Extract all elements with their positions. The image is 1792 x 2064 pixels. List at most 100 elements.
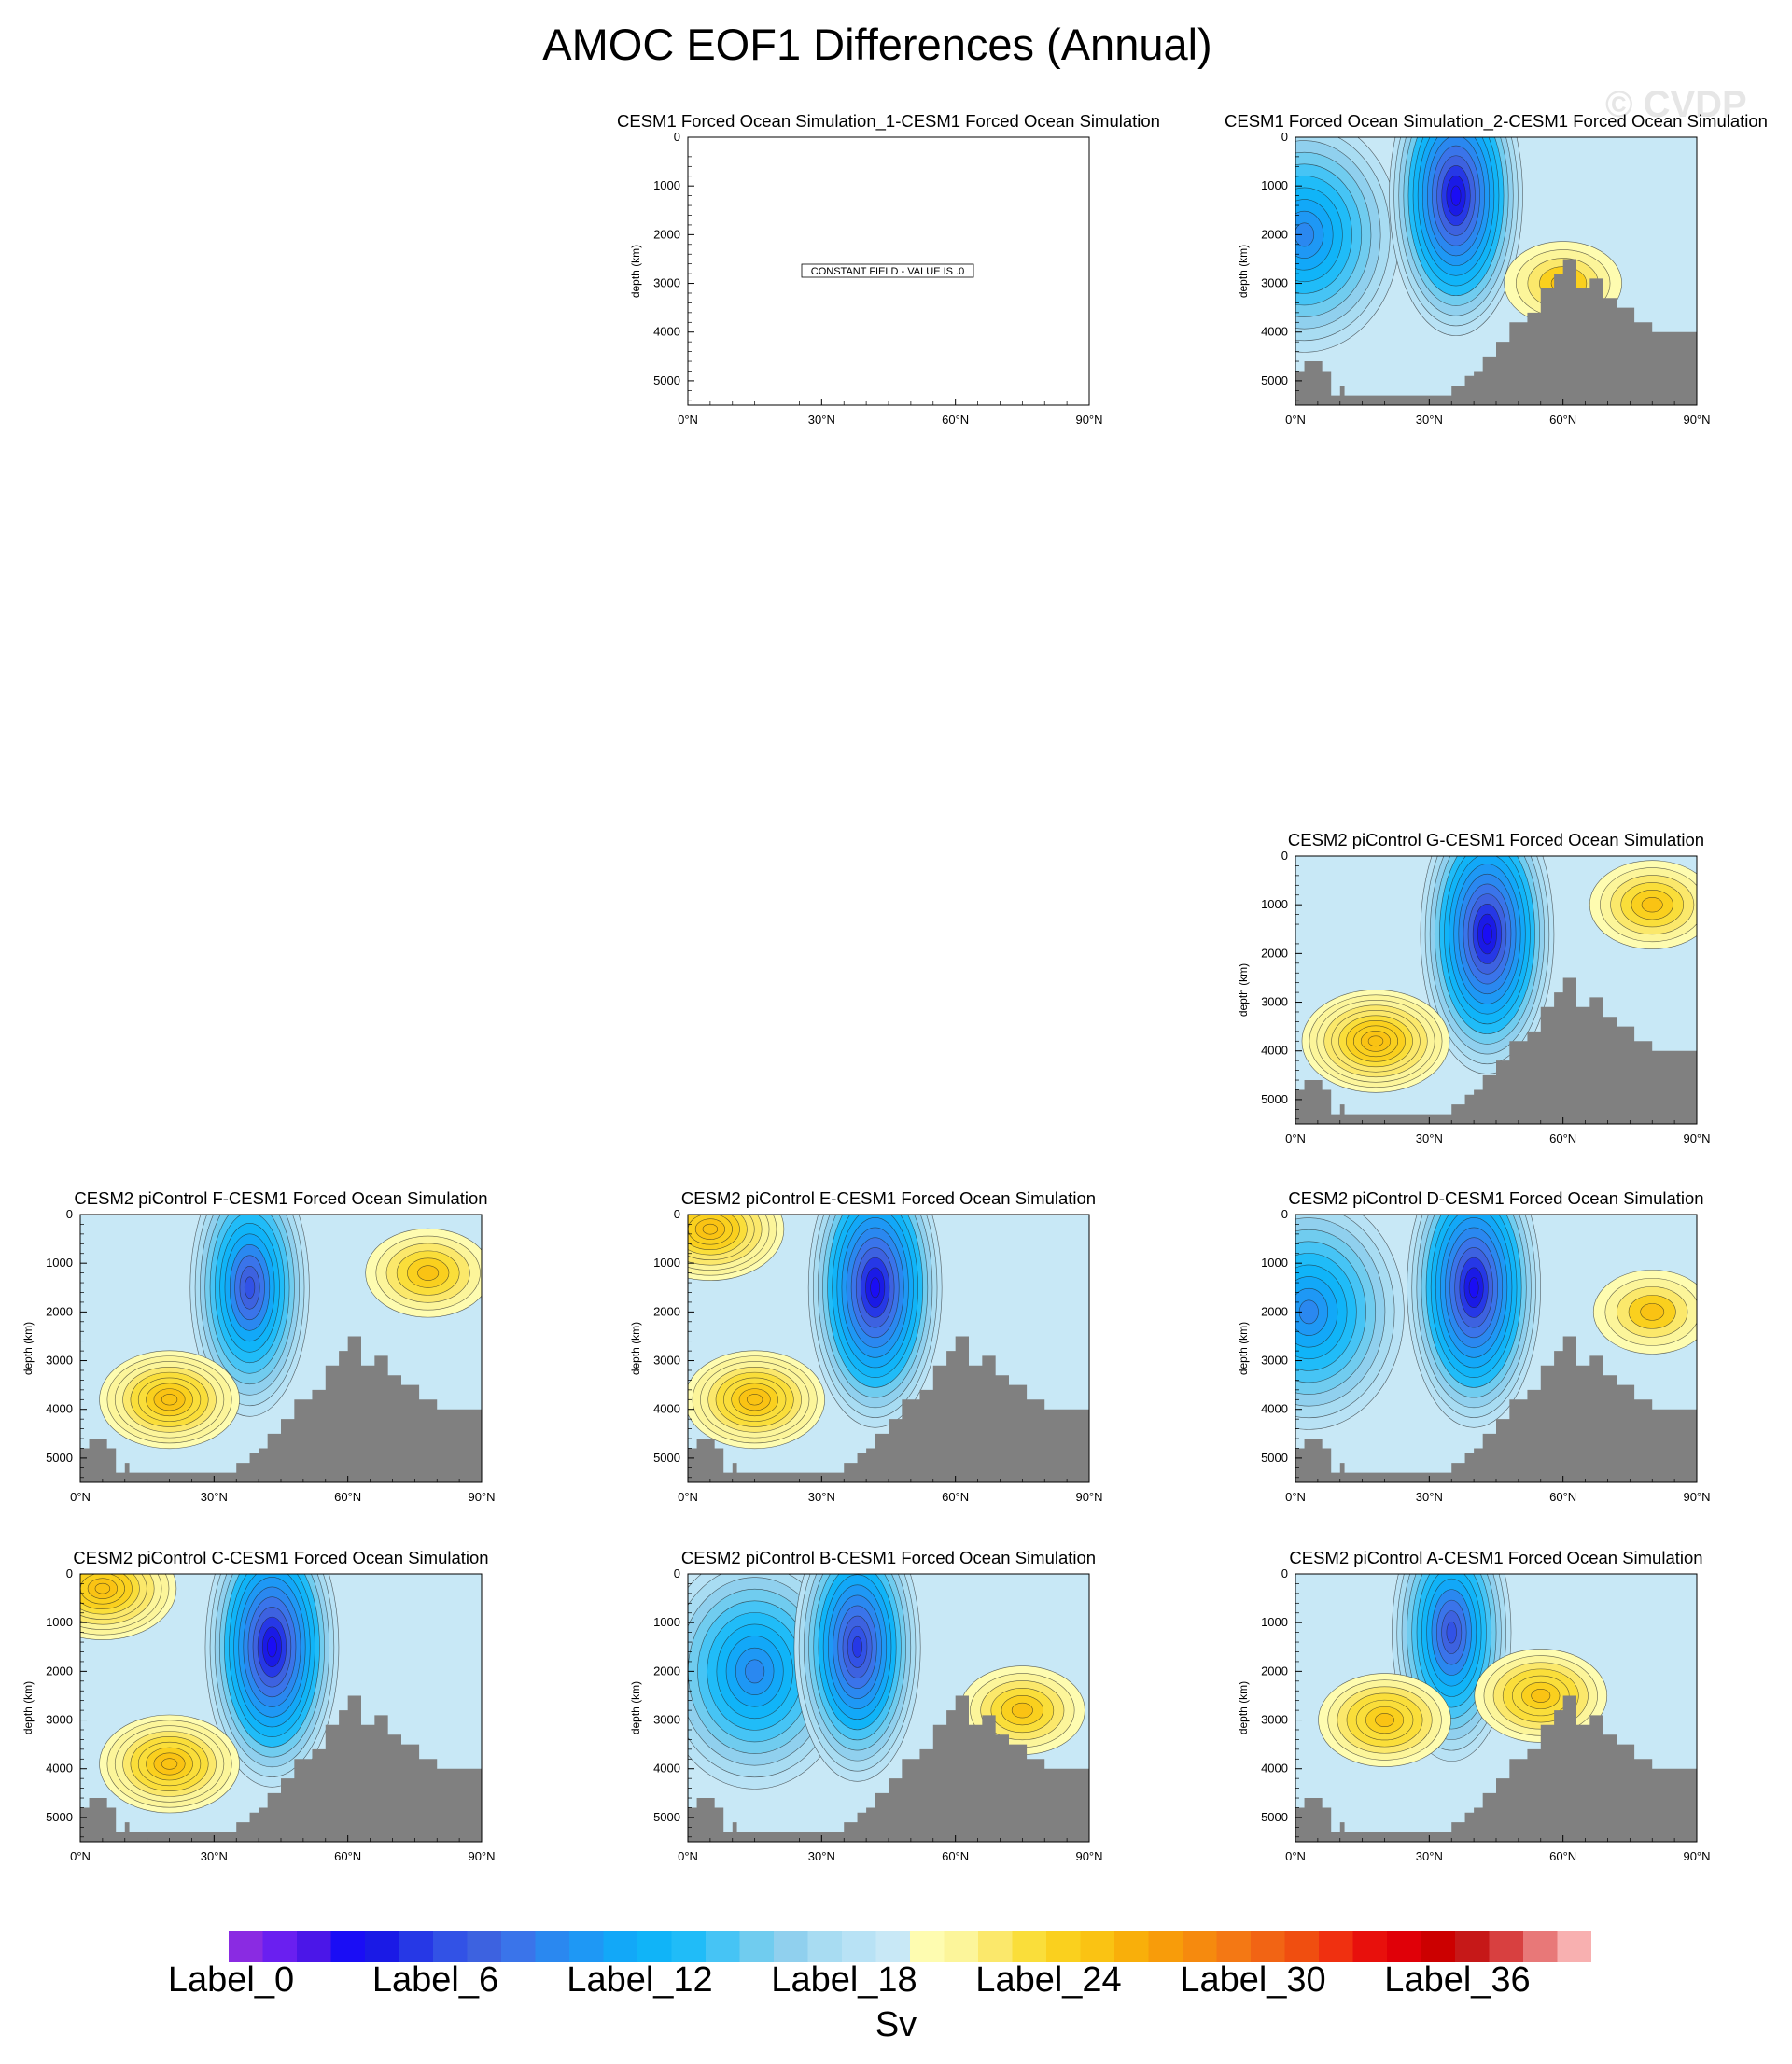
positive-contour [1367,1035,1384,1047]
contour-panel: 0 1000 2000 3000 4000 5000 0°N 30°N 60°N 90°N dept… [21,1207,496,1504]
positive-contour [417,1265,440,1281]
colorbar-swatch [944,1931,979,1962]
colorbar-swatch [842,1931,876,1962]
colorbar-swatch [978,1931,1013,1962]
x-tick-label: 60°N [1549,1849,1576,1863]
contour-panel: 0 1000 2000 3000 4000 5000 0°N 30°N 60°N 90°N dept… [1237,849,1711,1145]
colorbar-swatch [330,1931,366,1962]
y-axis-label: depth (km) [1237,963,1250,1017]
positive-contour [94,1582,111,1594]
colorbar-swatch [1148,1931,1183,1962]
x-tick-label: 0°N [1285,1131,1306,1145]
x-tick-label: 0°N [70,1849,91,1863]
y-tick-label: 1000 [46,1615,73,1629]
x-tick-label: 0°N [678,1490,698,1504]
panel-title: CESM2 piControl A-CESM1 Forced Ocean Sim… [1289,1548,1703,1567]
x-tick-label: 0°N [1285,413,1306,427]
contour-panel: 0 1000 2000 3000 4000 5000 0°N 30°N 60°N 90°N dept… [1237,1566,1711,1863]
negative-contour [267,1636,277,1658]
x-tick-label: 0°N [678,1849,698,1863]
y-tick-label: 2000 [653,227,680,241]
x-tick-label: 30°N [201,1490,228,1504]
x-tick-label: 30°N [1416,1849,1443,1863]
y-tick-label: 1000 [653,1256,680,1270]
y-axis-label: depth (km) [629,1322,642,1375]
colorbar-label: Label_30 [1180,1960,1326,2000]
watermark-text: © CVDP [1605,84,1747,125]
contour-panel: 0 1000 2000 3000 4000 5000 0°N 30°N 60°N 90°N dept… [1237,130,1711,427]
y-tick-label: 2000 [1261,1664,1288,1678]
colorbar-swatch [1012,1931,1047,1962]
contour-panel: 0 1000 2000 3000 4000 5000 0°N 30°N 60°N 90°N dept… [629,1207,1103,1504]
y-tick-label: 4000 [653,1402,680,1416]
y-tick-label: 0 [1281,849,1288,863]
colorbar-swatch [229,1931,263,1962]
colorbar-swatch [1114,1931,1149,1962]
x-tick-label: 30°N [808,1490,835,1504]
y-tick-label: 3000 [653,1713,680,1727]
bathymetry-mask [688,1336,1089,1482]
colorbar-units: Sv [875,2005,917,2044]
colorbar-swatch [671,1931,707,1962]
contour-panel: 0 1000 2000 3000 4000 5000 0°N 30°N 60°N 90°N dept… [629,1566,1103,1863]
colorbar-swatch [399,1931,434,1962]
y-tick-label: 5000 [653,373,680,387]
contour-panel: 0 1000 2000 3000 4000 5000 0°N 30°N 60°N 90°N dept… [1237,1207,1711,1504]
positive-contour [1011,1702,1033,1719]
y-tick-label: 2000 [653,1664,680,1678]
x-tick-label: 90°N [1075,1849,1102,1863]
y-tick-label: 0 [674,1566,680,1580]
y-tick-label: 3000 [653,276,680,290]
y-tick-label: 4000 [653,325,680,339]
panel-title: CESM2 piControl E-CESM1 Forced Ocean Sim… [680,1188,1097,1208]
y-tick-label: 5000 [46,1451,73,1465]
y-tick-label: 4000 [1261,1044,1288,1058]
x-tick-label: 60°N [1549,413,1576,427]
x-tick-label: 60°N [942,1490,969,1504]
y-tick-label: 1000 [1261,1256,1288,1270]
y-tick-label: 3000 [653,1354,680,1368]
colorbar-swatch [706,1931,740,1962]
colorbar-swatch [1251,1931,1285,1962]
y-axis-label: depth (km) [629,245,642,298]
y-tick-label: 5000 [1261,1451,1288,1465]
bathymetry-mask [688,1695,1089,1842]
y-axis-label: depth (km) [1237,245,1250,298]
colorbar-swatch [1352,1931,1388,1962]
contour-panel: 0 1000 2000 3000 4000 5000 0°N 30°N 60°N 90°N dept… [21,1566,496,1863]
x-tick-label: 30°N [1416,1490,1443,1504]
x-tick-label: 30°N [808,1849,835,1863]
colorbar-swatch [1284,1931,1320,1962]
y-tick-label: 0 [66,1566,73,1580]
y-tick-label: 2000 [1261,946,1288,960]
y-axis-label: depth (km) [1237,1322,1250,1375]
x-tick-label: 0°N [70,1490,91,1504]
y-axis-label: depth (km) [21,1322,35,1375]
colorbar-swatch [535,1931,570,1962]
y-tick-label: 5000 [1261,1810,1288,1824]
y-tick-label: 1000 [1261,178,1288,192]
x-tick-label: 90°N [1683,1131,1710,1145]
colorbar-swatch [910,1931,945,1962]
x-tick-label: 0°N [1285,1849,1306,1863]
y-tick-label: 5000 [1261,373,1288,387]
panel-title: CESM2 piControl C-CESM1 Forced Ocean Sim… [73,1548,489,1567]
y-axis-label: depth (km) [21,1681,35,1734]
bathymetry-mask [1295,259,1697,405]
negative-contour [1482,923,1492,945]
y-tick-label: 1000 [1261,897,1288,911]
y-tick-label: 3000 [1261,995,1288,1009]
y-tick-label: 4000 [46,1402,73,1416]
colorbar-swatch [501,1931,536,1962]
y-tick-label: 5000 [46,1810,73,1824]
y-tick-label: 1000 [653,178,680,192]
colorbar-swatch [433,1931,468,1962]
constant-field-text: CONSTANT FIELD - VALUE IS .0 [811,266,964,277]
contour-panel: CONSTANT FIELD - VALUE IS .0 0 1000 2000 300… [629,130,1103,427]
negative-contour [244,1276,256,1299]
positive-contour [1531,1689,1551,1703]
negative-contour [1450,185,1462,206]
colorbar-swatch [1216,1931,1252,1962]
colorbar-swatch [1080,1931,1115,1962]
y-tick-label: 0 [674,1207,680,1221]
